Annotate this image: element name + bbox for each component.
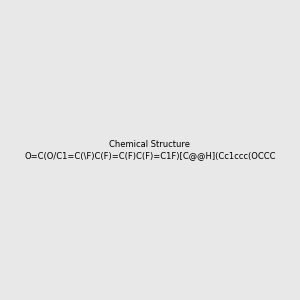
Text: Chemical Structure
O=C(O/C1=C(\F)C(F)=C(F)C(F)=C1F)[C@@H](Cc1ccc(OCCC: Chemical Structure O=C(O/C1=C(\F)C(F)=C(…	[24, 140, 276, 160]
